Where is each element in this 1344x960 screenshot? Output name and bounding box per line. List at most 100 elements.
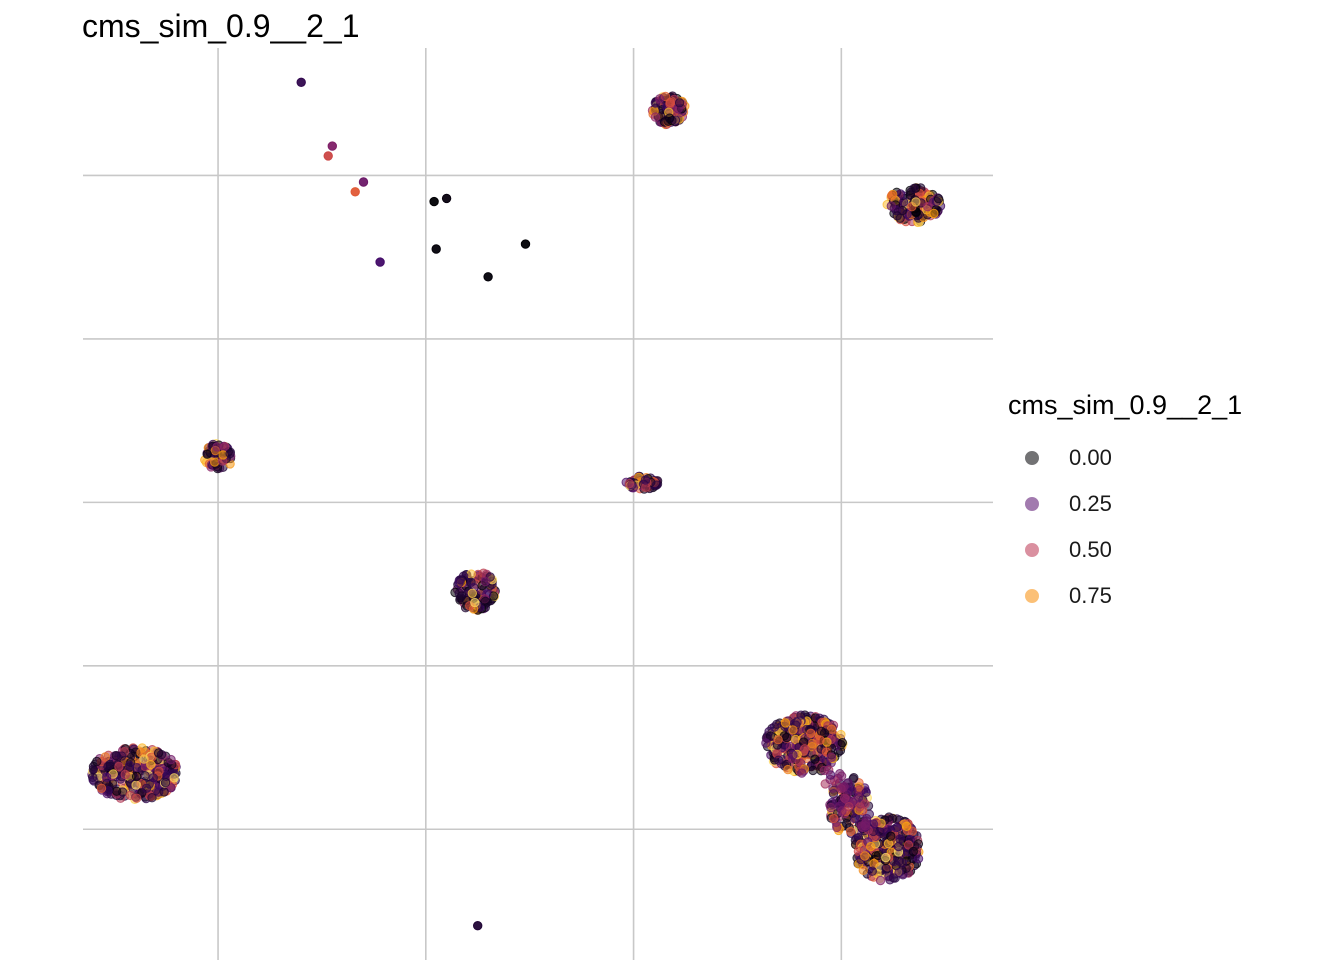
data-point <box>116 751 127 761</box>
legend-label: 0.75 <box>1069 583 1112 608</box>
data-point <box>790 734 801 745</box>
data-point <box>159 787 169 797</box>
data-point <box>881 863 891 874</box>
data-point <box>674 98 685 108</box>
data-point <box>897 858 907 868</box>
data-point <box>624 478 635 489</box>
data-point <box>826 724 837 734</box>
legend-swatch <box>1025 451 1039 465</box>
data-point <box>933 194 944 204</box>
data-point <box>810 754 820 764</box>
data-point <box>816 726 827 736</box>
data-point <box>96 783 107 793</box>
data-point <box>140 771 150 781</box>
data-point <box>350 187 360 197</box>
data-point <box>826 802 836 813</box>
data-point <box>788 750 798 760</box>
data-point <box>860 851 870 861</box>
data-point <box>891 823 902 833</box>
grid-lines <box>83 48 993 960</box>
data-point <box>832 822 842 833</box>
data-point <box>480 576 490 587</box>
data-point <box>923 202 933 212</box>
data-point <box>806 728 816 739</box>
data-point <box>815 735 825 745</box>
data-point <box>773 755 784 765</box>
data-point <box>141 783 152 793</box>
data-point <box>765 731 776 741</box>
data-point <box>210 457 220 467</box>
data-point <box>875 875 886 886</box>
data-point <box>886 201 896 211</box>
data-point <box>800 744 810 754</box>
chart-title: cms_sim_0.9__2_1 <box>82 8 360 44</box>
data-point <box>836 784 846 794</box>
data-point <box>847 785 857 795</box>
data-point <box>908 846 918 857</box>
legend-entry: 0.25 <box>1008 481 1242 527</box>
data-point <box>844 802 854 812</box>
data-point <box>780 718 791 728</box>
data-point <box>761 738 771 748</box>
data-point <box>881 852 891 863</box>
data-point <box>114 761 124 772</box>
legend-label: 0.00 <box>1069 445 1112 470</box>
data-point <box>147 793 157 803</box>
data-point <box>828 783 838 793</box>
data-point <box>153 748 164 758</box>
data-point <box>773 735 783 745</box>
data-point <box>845 826 856 837</box>
data-point <box>836 729 846 740</box>
legend-swatch <box>1025 543 1039 557</box>
data-point <box>146 759 156 770</box>
data-point <box>640 475 651 485</box>
data-point <box>860 818 871 829</box>
data-point <box>665 97 675 108</box>
data-point <box>441 193 452 204</box>
data-point <box>480 596 491 607</box>
data-point <box>911 197 921 207</box>
data-point <box>901 821 912 831</box>
data-point <box>327 141 337 151</box>
data-point <box>853 792 864 802</box>
data-point <box>470 597 480 608</box>
legend-swatch <box>1025 497 1039 511</box>
data-point <box>650 112 661 122</box>
data-point <box>792 717 802 727</box>
data-point <box>909 183 919 194</box>
data-point <box>169 773 179 783</box>
data-point <box>160 777 171 788</box>
data-point <box>454 578 464 588</box>
legend-label: 0.50 <box>1069 537 1112 562</box>
legend-entry: 0.75 <box>1008 573 1242 619</box>
data-point <box>655 94 665 104</box>
data-point <box>358 177 369 187</box>
data-point <box>225 448 235 459</box>
data-point <box>826 752 837 762</box>
data-point <box>375 257 385 267</box>
data-point <box>148 773 159 783</box>
data-point <box>101 772 112 782</box>
data-point <box>105 759 115 770</box>
legend-title: cms_sim_0.9__2_1 <box>1008 390 1243 420</box>
data-point <box>458 571 469 581</box>
data-point <box>867 866 877 876</box>
data-point <box>853 846 864 856</box>
legend-swatch <box>1025 589 1039 603</box>
data-point <box>866 841 876 852</box>
data-point <box>139 754 149 764</box>
data-point <box>111 786 122 796</box>
data-point <box>431 244 441 254</box>
data-point <box>869 858 879 869</box>
data-points <box>87 77 946 931</box>
data-point <box>929 208 939 219</box>
data-point <box>888 873 899 883</box>
data-point <box>124 760 135 771</box>
data-point <box>131 771 142 782</box>
data-point <box>483 272 493 282</box>
data-point <box>875 827 885 837</box>
data-point <box>323 151 333 161</box>
data-point <box>166 754 176 765</box>
data-point <box>92 756 102 767</box>
